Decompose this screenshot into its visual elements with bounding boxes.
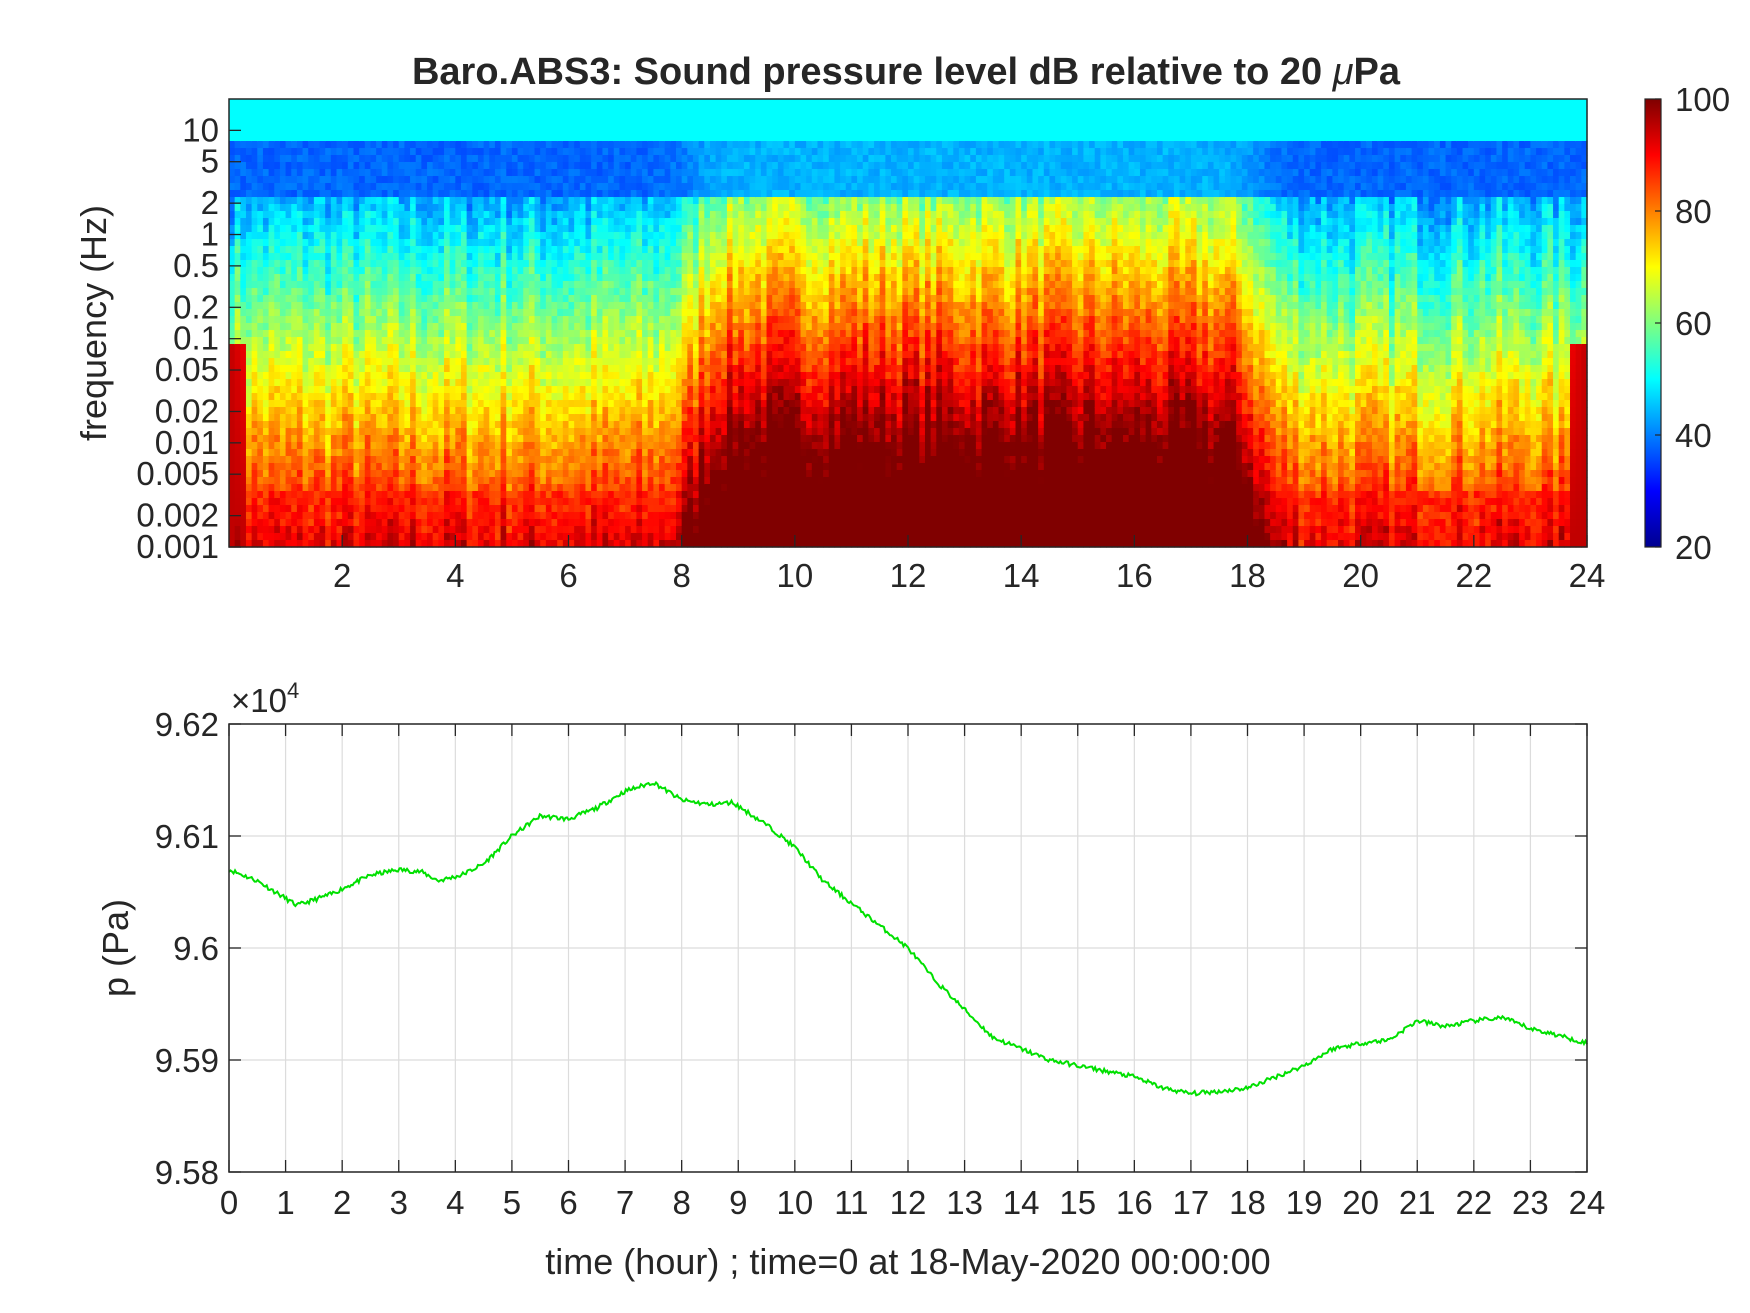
spectrogram-x-tick-label: 8 [672,557,690,594]
line-x-tick-label: 23 [1512,1184,1549,1221]
spectrogram-x-tick-label: 16 [1116,557,1153,594]
line-x-tick-label: 20 [1342,1184,1379,1221]
spectrogram-x-tick-label: 6 [559,557,577,594]
line-x-tick-label: 13 [946,1184,983,1221]
line-x-tick-label: 4 [446,1184,464,1221]
line-y-tick-label: 9.6 [173,930,219,967]
spectrogram-heatmap [229,99,1588,548]
line-x-tick-label: 17 [1173,1184,1210,1221]
line-x-tick-label: 15 [1059,1184,1096,1221]
y-exponent-label: ×104 [231,678,299,719]
spectrogram-x-tick-label: 12 [890,557,927,594]
line-y-label: p (Pa) [95,899,136,997]
spectrogram-x-tick-label: 20 [1342,557,1379,594]
line-y-tick-label: 9.59 [155,1042,219,1079]
colorbar-ticks: 100 80 60 40 20 [1655,81,1730,566]
spectrogram-y-tick-label: 5 [201,143,219,180]
line-x-tick-label: 11 [834,1184,868,1221]
spectrogram-y-tick-label: 0.002 [136,497,219,534]
spectrogram-y-tick-label: 1 [201,216,219,253]
line-x-tick-label: 21 [1399,1184,1436,1221]
spectrogram-x-tick-label: 22 [1455,557,1492,594]
spectrogram-x-tick-label: 4 [446,557,464,594]
line-x-tick-label: 1 [276,1184,294,1221]
spectrogram-y-tick-label: 0.5 [173,247,219,284]
spectrogram-y-tick-label: 2 [201,184,219,221]
line-x-tick-label: 16 [1116,1184,1153,1221]
line-x-tick-label: 6 [559,1184,577,1221]
spectrogram-x-tick-label: 2 [333,557,351,594]
spectrogram-y-tick-label: 10 [182,111,219,148]
line-x-label: time (hour) ; time=0 at 18-May-2020 00:0… [545,1241,1270,1282]
spectrogram-y-ticks: 105 210.5 0.20.10.05 0.020.010.005 0.0020.00… [136,111,241,565]
line-y-ticks: 9.62 9.61 9.6 9.59 9.58 [155,706,1587,1191]
line-x-tick-label: 2 [333,1184,351,1221]
line-y-tick-label: 9.58 [155,1154,219,1191]
line-x-tick-label: 5 [503,1184,521,1221]
colorbar-tick-label: 60 [1675,305,1712,342]
spectrogram-y-tick-label: 0.01 [155,424,219,461]
line-x-tick-label: 8 [672,1184,690,1221]
spectrogram-y-tick-label: 0.001 [136,528,219,565]
spectrogram-x-ticks: 2 4 6 8 10 12 14 16 18 20 22 24 [333,535,1605,594]
colorbar-tick-label: 20 [1675,529,1712,566]
line-x-tick-label: 14 [1003,1184,1040,1221]
spectrogram-x-tick-label: 14 [1003,557,1040,594]
line-x-tick-label: 19 [1286,1184,1323,1221]
line-x-tick-label: 10 [776,1184,813,1221]
spectrogram-y-label: frequency (Hz) [73,205,114,441]
line-x-tick-label: 7 [616,1184,634,1221]
pressure-series-line [228,780,1588,1097]
spectrogram-y-tick-label: 0.02 [155,392,219,429]
spectrogram-y-tick-label: 0.2 [173,288,219,325]
line-x-ticks: 0 1 2 3 4 5 6 7 8 9 10 11 12 13 14 15 16 17 18 19 20 21 22 23 24 [220,724,1606,1221]
line-x-tick-label: 0 [220,1184,238,1221]
spectrogram-x-tick-label: 18 [1229,557,1266,594]
line-x-tick-label: 22 [1455,1184,1492,1221]
line-x-tick-label: 24 [1569,1184,1606,1221]
spectrogram-x-tick-label: 24 [1569,557,1606,594]
spectrogram-x-tick-label: 10 [776,557,813,594]
spectrogram-y-tick-label: 0.1 [173,320,219,357]
spectrogram-y-tick-label: 0.005 [136,455,219,492]
line-y-tick-label: 9.61 [155,818,219,855]
colorbar-tick-label: 100 [1675,81,1730,118]
line-x-tick-label: 18 [1229,1184,1266,1221]
spectrogram-title: Baro.ABS3: Sound pressure level dB relat… [412,51,1401,93]
line-x-tick-label: 9 [729,1184,747,1221]
colorbar-tick-label: 40 [1675,417,1712,454]
colorbar-tick-label: 80 [1675,193,1712,230]
spectrogram-y-tick-label: 0.05 [155,351,219,388]
line-y-tick-label: 9.62 [155,706,219,743]
line-x-tick-label: 12 [890,1184,927,1221]
line-x-tick-label: 3 [390,1184,408,1221]
